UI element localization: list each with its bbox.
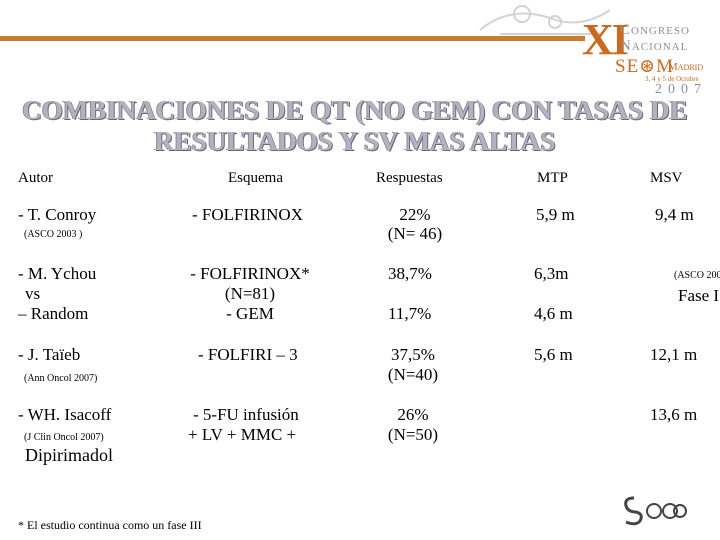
header-esquema: Esquema bbox=[228, 170, 283, 186]
row4-esquema-2: + LV + MMC + bbox=[188, 425, 297, 444]
page-title: COMBINACIONES DE QT (NO GEM) CON TASAS D… bbox=[0, 95, 710, 157]
row4-n: (N=50) bbox=[387, 425, 439, 444]
row2-vs: vs bbox=[25, 284, 41, 303]
row2-random: – Random bbox=[18, 304, 89, 323]
row1-esquema: - FOLFIRINOX bbox=[192, 205, 303, 224]
row3-autor-note: (Ann Oncol 2007) bbox=[24, 373, 98, 384]
row2-respuestas-a: 38,7% bbox=[388, 264, 432, 283]
header-msv: MSV bbox=[650, 170, 683, 186]
logo-madrid: Madrid bbox=[668, 61, 704, 73]
row2-autor: - M. Ychou bbox=[18, 264, 97, 283]
header-respuestas: Respuestas bbox=[376, 170, 443, 186]
row2-respuestas-b: 11,7% bbox=[388, 304, 432, 323]
row2-esquema-1: - FOLFIRINOX* bbox=[190, 264, 310, 283]
row2-msv-note: (ASCO 200 bbox=[674, 270, 720, 281]
logo-seom: SE⊛M bbox=[615, 56, 674, 77]
logo-year: 2007 bbox=[655, 82, 707, 97]
logo-congreso: Congreso bbox=[620, 22, 690, 38]
title-line-1: COMBINACIONES DE QT (NO GEM) CON TASAS D… bbox=[22, 95, 688, 125]
row4-autor: - WH. Isacoff bbox=[18, 405, 112, 424]
row3-autor: - J. Taïeb bbox=[18, 345, 81, 364]
row1-respuestas: 22% bbox=[399, 205, 431, 224]
header-rule bbox=[0, 36, 585, 41]
row3-mtp: 5,6 m bbox=[534, 345, 573, 364]
microscope-sketch-icon bbox=[479, 5, 611, 35]
row1-autor-note: (ASCO 2003 ) bbox=[24, 229, 83, 240]
row2-mtp-b: 4,6 m bbox=[534, 304, 573, 323]
row2-esquema-2: (N=81) bbox=[224, 284, 276, 303]
row1-mtp: 5,9 m bbox=[536, 205, 575, 224]
row4-respuestas: 26% bbox=[397, 405, 429, 424]
row4-autor-note: (J Clin Oncol 2007) bbox=[24, 432, 104, 443]
seom-logo-icon bbox=[620, 488, 690, 528]
row3-n: (N=40) bbox=[387, 365, 439, 384]
logo-roman-numeral: XI bbox=[582, 15, 629, 64]
header-mtp: MTP bbox=[537, 170, 568, 186]
row1-msv: 9,4 m bbox=[655, 205, 694, 224]
title-line-2: RESULTADOS Y SV MAS ALTAS bbox=[154, 126, 556, 156]
logo-dates: 3, 4 y 5 de Octubre bbox=[645, 75, 699, 83]
row2-esquema-3: - GEM bbox=[226, 304, 274, 323]
footnote: * El estudio continua como un fase III bbox=[18, 518, 202, 532]
row2-msv-phase: Fase I bbox=[678, 286, 720, 305]
row1-n: (N= 46) bbox=[387, 224, 443, 243]
header-autor: Autor bbox=[18, 170, 53, 186]
row3-esquema: - FOLFIRI – 3 bbox=[198, 345, 298, 364]
row4-autor-extra: Dipirimadol bbox=[25, 445, 113, 465]
row4-msv: 13,6 m bbox=[650, 405, 698, 424]
logo-nacional: Nacional bbox=[620, 38, 689, 54]
row3-msv: 12,1 m bbox=[650, 345, 698, 364]
row2-mtp-a: 6,3m bbox=[534, 264, 569, 283]
row3-respuestas: 37,5% bbox=[391, 345, 435, 364]
row1-autor: - T. Conroy bbox=[18, 205, 97, 224]
row4-esquema-1: - 5-FU infusión bbox=[193, 405, 299, 424]
